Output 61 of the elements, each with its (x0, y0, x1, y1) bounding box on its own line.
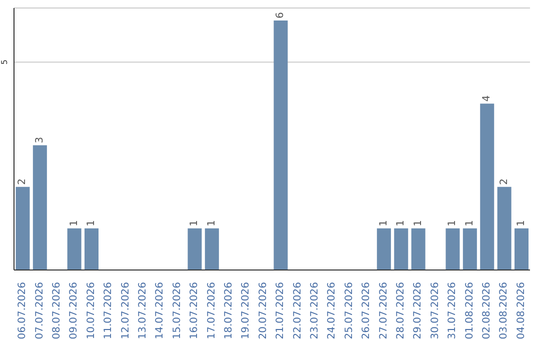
x-tick-label: 24.07.2026 (326, 282, 338, 340)
x-tick-label: 22.07.2026 (292, 282, 304, 340)
x-tick-label: 15.07.2026 (172, 282, 183, 340)
x-tick-label: 17.07.2026 (206, 282, 218, 340)
data-label: 1 (68, 220, 80, 226)
x-tick-label: 18.07.2026 (224, 282, 234, 340)
data-label: 1 (412, 220, 424, 226)
x-tick-label: 14.07.2026 (154, 282, 166, 340)
data-label: 1 (447, 220, 458, 226)
x-tick-label: 19.07.2026 (240, 282, 252, 340)
x-tick-label: 11.07.2026 (103, 282, 114, 340)
x-tick-label: 16.07.2026 (189, 282, 200, 340)
data-label: 4 (482, 95, 493, 102)
data-label: 1 (464, 220, 476, 226)
data-label: 2 (17, 178, 28, 185)
x-tick-label: 31.07.2026 (447, 282, 458, 340)
data-label: 1 (86, 220, 98, 226)
bar (67, 228, 82, 270)
x-tick-label: 09.07.2026 (68, 282, 80, 340)
bar (514, 228, 529, 270)
bar (497, 186, 512, 270)
data-label: 3 (34, 136, 46, 144)
bar (411, 228, 426, 270)
x-tick-label: 26.07.2026 (361, 282, 372, 340)
bar (394, 228, 408, 270)
bar (204, 228, 219, 270)
x-tick-label: 28.07.2026 (396, 282, 406, 340)
x-tick-label: 27.07.2026 (378, 282, 390, 340)
x-tick-label: 04.08.2026 (516, 282, 527, 340)
x-tick-label: 13.07.2026 (138, 282, 148, 340)
data-label: 1 (516, 220, 528, 226)
x-tick-label: 12.07.2026 (120, 282, 132, 340)
data-label: 6 (275, 12, 286, 18)
data-label: 1 (378, 220, 390, 226)
bar (446, 228, 460, 270)
x-tick-label: 08.07.2026 (52, 282, 62, 340)
x-tick-label: 01.08.2026 (464, 282, 476, 340)
data-label: 1 (189, 220, 200, 226)
bar (32, 145, 47, 270)
x-tick-label: 07.07.2026 (34, 282, 46, 340)
x-tick-label: 06.07.2026 (17, 282, 28, 340)
y-tick-label: 5 (0, 60, 9, 65)
bar (480, 104, 494, 270)
data-label: 2 (498, 178, 510, 185)
x-tick-label: 20.07.2026 (258, 282, 269, 340)
x-tick-label: 02.08.2026 (482, 282, 492, 340)
bar (84, 228, 99, 270)
bar (376, 228, 391, 270)
x-tick-label: 10.07.2026 (86, 282, 97, 340)
x-tick-label: 23.07.2026 (310, 282, 320, 340)
bar (274, 20, 288, 270)
bar (16, 186, 30, 270)
x-tick-label: 25.07.2026 (344, 282, 355, 340)
bar (462, 228, 477, 270)
x-tick-label: 03.08.2026 (498, 282, 510, 340)
x-tick-label: 29.07.2026 (412, 282, 424, 340)
data-label: 1 (206, 220, 218, 226)
x-tick-label: 30.07.2026 (430, 282, 441, 340)
data-label: 1 (396, 220, 407, 226)
bar (188, 228, 202, 270)
x-tick-label: 21.07.2026 (275, 282, 286, 340)
